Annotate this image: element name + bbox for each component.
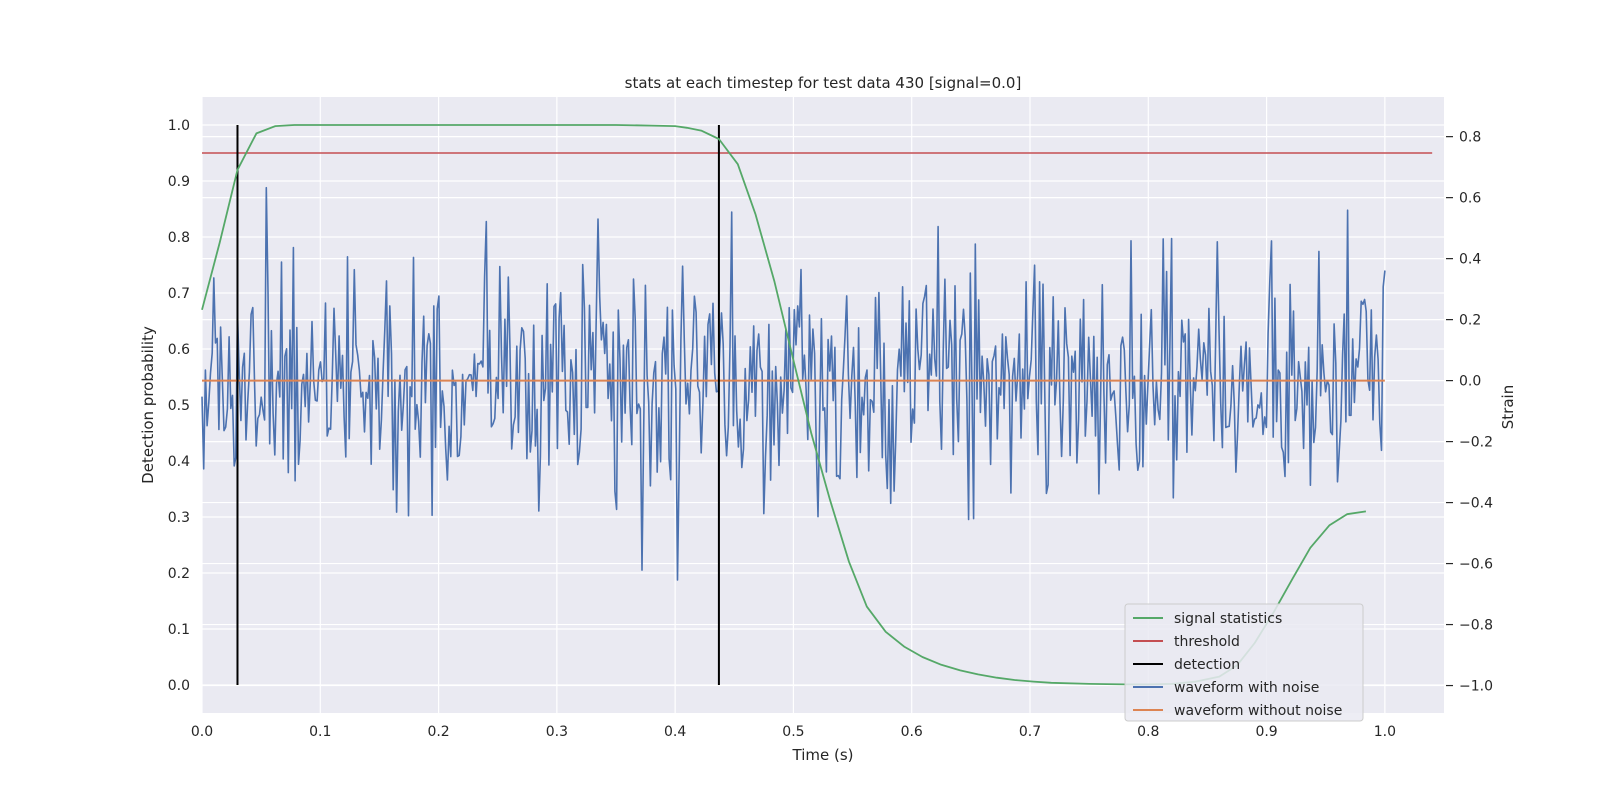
legend-label: waveform without noise: [1174, 703, 1342, 719]
y2-tick-label: −0.4: [1459, 496, 1493, 512]
y2-tick-label: −1.0: [1459, 679, 1493, 695]
legend: signal statistics threshold detection wavef…: [1124, 603, 1364, 722]
x-tick-label: 1.0: [1374, 724, 1396, 740]
y2-tick-label: −0.6: [1459, 557, 1493, 573]
y-tick-label: 0.3: [168, 510, 190, 526]
legend-box: [1124, 603, 1364, 722]
legend-label: detection: [1174, 657, 1240, 673]
y2-tick-label: −0.8: [1459, 618, 1493, 634]
y2-tick-label: 0.8: [1459, 130, 1481, 146]
x-tick-label: 0.7: [1019, 724, 1041, 740]
ticks: 0.0 0.1 0.2 0.3 0.4 0.5 0.6 0.7 0.8 0.9 1.0 0.0 0.1 0…: [168, 118, 1493, 740]
chart-title: stats at each timestep for test data 430…: [625, 74, 1022, 92]
legend-label: threshold: [1174, 634, 1240, 650]
y-tick-label: 0.7: [168, 286, 190, 302]
y2-tick-label: 0.4: [1459, 252, 1481, 268]
x-tick-label: 0.2: [427, 724, 449, 740]
y-tick-label: 0.5: [168, 398, 190, 414]
y2-tick-label: 0.0: [1459, 374, 1481, 390]
x-tick-label: 0.5: [782, 724, 804, 740]
y2-tick-label: 0.6: [1459, 191, 1481, 207]
y-tick-label: 1.0: [168, 118, 190, 134]
y-axis-label: Detection probability: [139, 326, 157, 484]
waveform-with-noise-line: [201, 186, 1386, 581]
x-tick-label: 0.0: [191, 724, 213, 740]
x-tick-label: 0.4: [664, 724, 686, 740]
y2-tick-label: −0.2: [1459, 435, 1493, 451]
y-tick-label: 0.8: [168, 230, 190, 246]
legend-label: waveform with noise: [1174, 680, 1319, 696]
y-tick-label: 0.4: [168, 454, 190, 470]
x-tick-label: 0.9: [1255, 724, 1277, 740]
x-tick-label: 0.8: [1137, 724, 1159, 740]
x-tick-label: 0.1: [309, 724, 331, 740]
y2-axis-label: Strain: [1499, 385, 1517, 429]
x-tick-label: 0.3: [546, 724, 568, 740]
y-tick-label: 0.9: [168, 174, 190, 190]
y-tick-label: 0.6: [168, 342, 190, 358]
y2-tick-label: 0.2: [1459, 313, 1481, 329]
x-tick-label: 0.6: [901, 724, 923, 740]
x-axis-label: Time (s): [792, 746, 854, 764]
legend-label: signal statistics: [1174, 611, 1282, 627]
y-tick-label: 0.1: [168, 622, 190, 638]
y-tick-label: 0.0: [168, 678, 190, 694]
y-tick-label: 0.2: [168, 566, 190, 582]
